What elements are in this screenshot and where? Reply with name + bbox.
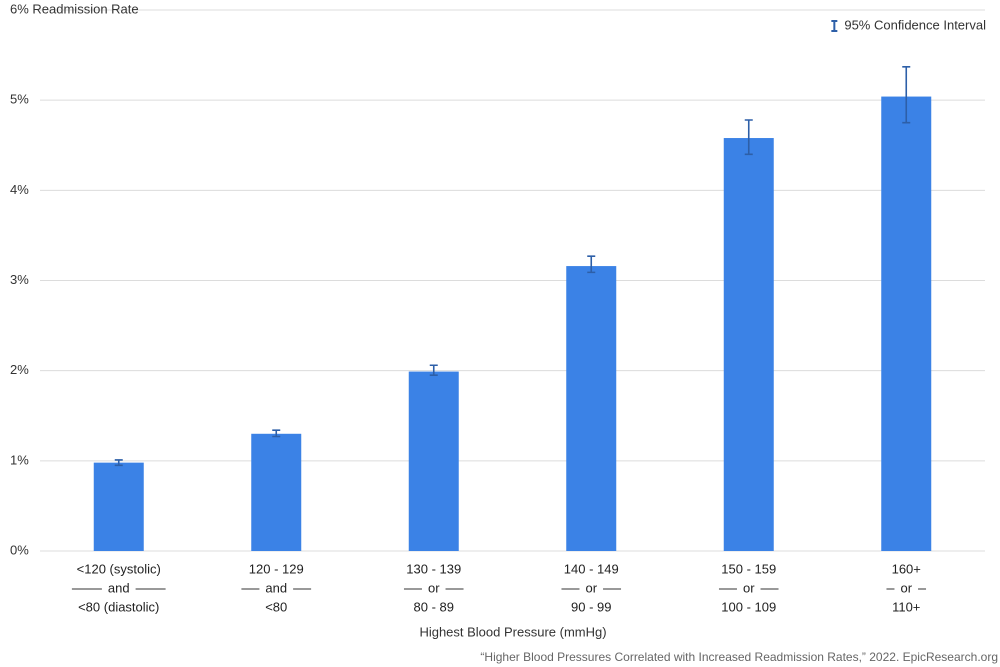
x-tick-label: 140 - 149 <box>564 561 619 576</box>
source: “Higher Blood Pressures Correlated with … <box>480 650 998 664</box>
x-tick-joiner: or <box>585 580 597 595</box>
x-tick-joiner: or <box>900 580 912 595</box>
error-bar <box>272 429 281 438</box>
x-tick-joiner: or <box>743 580 755 595</box>
x-tick-label: 110+ <box>892 599 920 614</box>
y-tick-label: 3% <box>10 272 29 287</box>
x-tick-label: <80 <box>265 599 287 614</box>
x-tick-joiner: and <box>108 580 130 595</box>
bar <box>881 96 932 551</box>
y-tick-label: 2% <box>10 362 29 377</box>
x-tick-label: 80 - 89 <box>414 599 454 614</box>
bar <box>566 266 617 551</box>
x-tick-label: 100 - 109 <box>721 599 776 614</box>
error-bar <box>902 66 911 124</box>
bar <box>723 138 774 551</box>
x-tick-label: <80 (diastolic) <box>78 599 159 614</box>
x-tick-label: 130 - 139 <box>406 561 461 576</box>
x-tick-joiner: and <box>265 580 287 595</box>
x-tick-label: 90 - 99 <box>571 599 611 614</box>
bar <box>251 433 302 551</box>
x-tick-label: 150 - 159 <box>721 561 776 576</box>
y-tick-label: 4% <box>10 182 29 197</box>
error-bar <box>429 364 438 376</box>
x-tick-joiner: or <box>428 580 440 595</box>
y-tick-label: 0% <box>10 542 29 557</box>
y-tick-label: 1% <box>10 452 29 467</box>
bar <box>93 462 144 551</box>
x-tick-label: 120 - 129 <box>249 561 304 576</box>
error-bar <box>587 255 596 274</box>
legend-label: 95% Confidence Interval <box>844 17 986 32</box>
x-axis-label: Highest Blood Pressure (mmHg) <box>419 624 606 639</box>
legend-icon <box>831 20 838 32</box>
x-tick-label: <120 (systolic) <box>77 561 161 576</box>
error-bar <box>744 119 753 156</box>
y-tick-label: 5% <box>10 92 29 107</box>
x-tick-label: 160+ <box>892 561 921 576</box>
y-tick-label: 6% Readmission Rate <box>10 1 139 16</box>
error-bar <box>114 459 123 467</box>
bar <box>408 371 459 551</box>
